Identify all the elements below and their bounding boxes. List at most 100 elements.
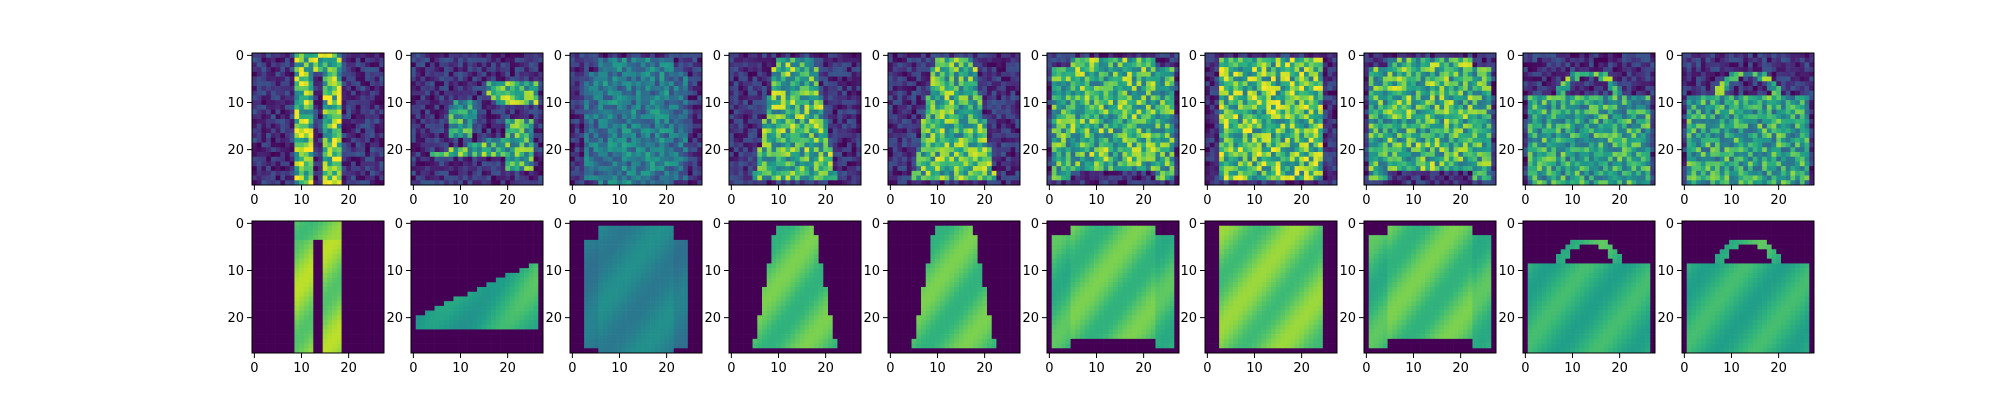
pixel	[944, 76, 950, 82]
pixel	[453, 57, 459, 63]
pixel	[1160, 180, 1166, 186]
pixel	[1089, 147, 1095, 153]
pixel	[322, 100, 328, 106]
pixel	[538, 90, 544, 96]
pixel	[916, 133, 922, 139]
pixel	[771, 71, 777, 77]
pixel	[921, 100, 927, 106]
pixel	[930, 114, 936, 120]
pixel	[987, 161, 993, 167]
pixel	[327, 71, 333, 77]
pixel	[954, 180, 960, 186]
pixel	[1117, 104, 1123, 110]
pixel	[570, 128, 576, 134]
pixel	[678, 100, 684, 106]
pixel	[823, 76, 829, 82]
pixel	[925, 67, 931, 73]
x-tick-label: 0	[250, 193, 258, 208]
pixel	[621, 57, 627, 63]
pixel	[987, 90, 993, 96]
pixel	[636, 161, 642, 167]
pixel	[729, 86, 735, 92]
pixel	[355, 109, 361, 115]
pixel	[823, 100, 829, 106]
pixel	[588, 71, 594, 77]
pixel	[958, 128, 964, 134]
pixel	[1005, 95, 1011, 101]
pixel	[453, 142, 459, 148]
pixel	[1010, 67, 1016, 73]
pixel	[453, 133, 459, 139]
pixel	[1065, 81, 1071, 87]
pixel	[285, 90, 291, 96]
pixel	[902, 62, 908, 68]
pixel	[837, 161, 843, 167]
pixel	[958, 166, 964, 172]
pixel	[603, 119, 609, 125]
pixel	[809, 53, 815, 59]
pixel	[1080, 156, 1086, 162]
pixel	[683, 170, 689, 176]
pixel	[1131, 62, 1137, 68]
pixel	[776, 67, 782, 73]
pixel	[996, 90, 1002, 96]
pixel	[1070, 170, 1076, 176]
pixel	[519, 156, 525, 162]
pixel	[374, 53, 380, 59]
pixel	[645, 86, 651, 92]
pixel	[374, 76, 380, 82]
pixel	[434, 109, 440, 115]
pixel	[598, 175, 604, 181]
pixel	[1047, 152, 1053, 158]
y-tick-label: 20	[545, 143, 562, 158]
pixel	[982, 147, 988, 153]
pixel	[1155, 109, 1161, 115]
pixel	[462, 133, 468, 139]
pixel	[1108, 114, 1114, 120]
pixel	[795, 128, 801, 134]
pixel	[776, 161, 782, 167]
pixel	[612, 100, 618, 106]
pixel	[346, 175, 352, 181]
pixel	[1174, 147, 1180, 153]
pixel	[280, 123, 286, 129]
pixel	[365, 53, 371, 59]
pixel	[626, 53, 632, 59]
pixel	[1146, 95, 1152, 101]
pixel	[972, 137, 978, 143]
pixel	[453, 119, 459, 125]
pixel	[823, 180, 829, 186]
pixel	[379, 104, 385, 110]
pixel	[303, 161, 309, 167]
pixel	[621, 71, 627, 77]
pixel	[481, 175, 487, 181]
pixel	[888, 104, 894, 110]
pixel	[645, 76, 651, 82]
pixel	[458, 133, 464, 139]
pixel	[640, 100, 646, 106]
pixel	[795, 95, 801, 101]
pixel	[1070, 133, 1076, 139]
pixel	[477, 104, 483, 110]
pixel	[318, 133, 324, 139]
pixel	[1070, 137, 1076, 143]
pixel	[1015, 128, 1021, 134]
pixel	[1174, 156, 1180, 162]
pixel	[925, 147, 931, 153]
pixel	[935, 119, 941, 125]
pixel	[1122, 53, 1128, 59]
pixel	[425, 90, 431, 96]
pixel	[415, 133, 421, 139]
pixel	[991, 76, 997, 82]
pixel	[851, 53, 857, 59]
pixel	[477, 81, 483, 87]
pixel	[510, 95, 516, 101]
pixel	[1070, 81, 1076, 87]
pixel	[1117, 86, 1123, 92]
pixel	[1223, 81, 1229, 87]
pixel	[477, 166, 483, 172]
pixel	[1275, 53, 1281, 59]
pixel	[842, 123, 848, 129]
pixel	[1131, 90, 1137, 96]
